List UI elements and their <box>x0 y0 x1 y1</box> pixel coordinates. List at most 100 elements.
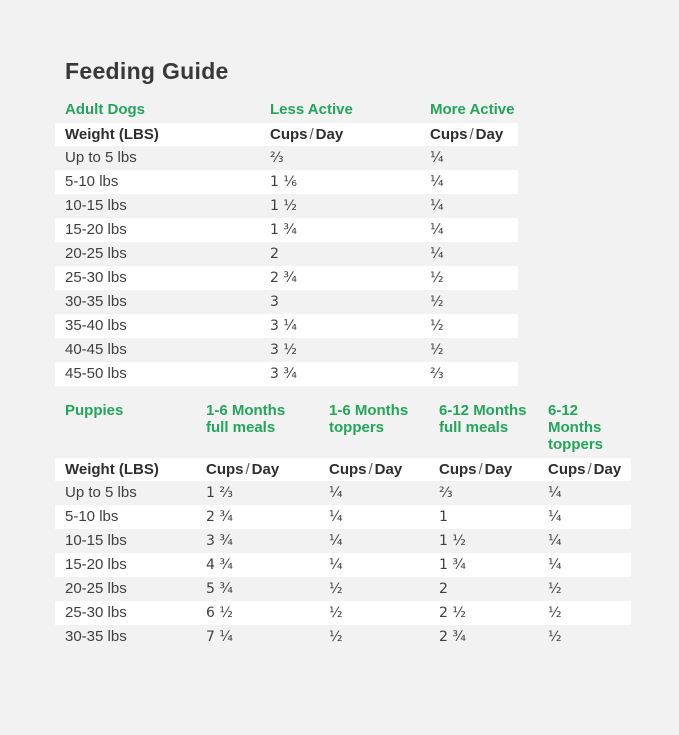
toppers-6-12-value-cell: ½ <box>548 629 562 645</box>
more-active-value-cell: ⅔ <box>430 366 444 382</box>
slash-separator: / <box>368 461 373 478</box>
col-1-6-toppers-label: 1-6 Months toppers <box>329 402 439 453</box>
table-row: 15-20 lbs 4 ¾ ¼ 1 ¾ ¼ <box>55 553 631 577</box>
table-row: 5-10 lbs 2 ¾ ¼ 1 ¼ <box>55 505 631 529</box>
more-active-value-cell: ¼ <box>430 222 444 238</box>
cups-day-header: Cups / Day <box>430 123 518 146</box>
weight-cell: 30-35 lbs <box>65 628 127 645</box>
full-meals-1-6-value-cell: 6 ½ <box>206 605 233 621</box>
adult-section-header: Adult Dogs Less Active More Active <box>55 101 518 118</box>
toppers-6-12-value-cell: ¼ <box>548 557 562 573</box>
table-row: Up to 5 lbs 1 ⅔ ¼ ⅔ ¼ <box>55 481 631 505</box>
puppies-table: Puppies 1-6 Months full meals 1-6 Months… <box>55 402 631 649</box>
table-row: 25-30 lbs 6 ½ ½ 2 ½ ½ <box>55 601 631 625</box>
adult-table-rows: Up to 5 lbs ⅔ ¼ 5-10 lbs 1 ⅙ ¼ 10-15 lbs… <box>55 146 518 386</box>
puppies-column-header-row: Weight (LBS) Cups / Day Cups / Day Cups / Day … <box>55 458 631 481</box>
weight-cell: 10-15 lbs <box>65 197 127 214</box>
cups-label: Cups <box>439 461 477 478</box>
toppers-1-6-value-cell: ¼ <box>329 509 343 525</box>
cups-label: Cups <box>206 461 244 478</box>
slash-separator: / <box>587 461 592 478</box>
puppies-label: Puppies <box>65 402 124 419</box>
weight-cell: Up to 5 lbs <box>65 484 137 501</box>
column-label-line2: full meals <box>206 419 276 436</box>
cups-day-header: Cups / Day <box>548 458 631 481</box>
day-label: Day <box>374 461 403 478</box>
full-meals-1-6-value-cell: 1 ⅔ <box>206 485 233 501</box>
column-label-line1: 6-12 Months <box>548 402 602 436</box>
toppers-1-6-value-cell: ¼ <box>329 557 343 573</box>
toppers-6-12-value-cell: ¼ <box>548 485 562 501</box>
weight-cell: 20-25 lbs <box>65 245 127 262</box>
weight-cell: 5-10 lbs <box>65 173 119 190</box>
slash-separator: / <box>245 461 250 478</box>
column-label-line2: toppers <box>329 419 385 436</box>
full-meals-6-12-value-cell: 2 ½ <box>439 605 466 621</box>
column-label-line1: 1-6 Months <box>206 402 286 419</box>
table-row: 10-15 lbs 1 ½ ¼ <box>55 194 518 218</box>
day-label: Day <box>484 461 513 478</box>
less-active-label: Less Active <box>270 101 353 118</box>
column-label-line1: 1-6 Months <box>329 402 409 419</box>
more-active-value-cell: ½ <box>430 342 444 358</box>
weight-cell: Up to 5 lbs <box>65 149 137 166</box>
toppers-1-6-value-cell: ¼ <box>329 485 343 501</box>
col-6-12-toppers-label: 6-12 Months toppers <box>548 402 631 453</box>
cups-day-header: Cups / Day <box>270 123 430 146</box>
less-active-value-cell: ⅔ <box>270 150 284 166</box>
more-active-value-cell: ¼ <box>430 198 444 214</box>
more-active-value-cell: ½ <box>430 294 444 310</box>
full-meals-6-12-value-cell: 2 <box>439 581 448 597</box>
weight-cell: 40-45 lbs <box>65 341 127 358</box>
cups-label: Cups <box>270 126 308 143</box>
less-active-value-cell: 1 ⅙ <box>270 174 297 190</box>
toppers-1-6-value-cell: ¼ <box>329 533 343 549</box>
toppers-6-12-value-cell: ½ <box>548 581 562 597</box>
weight-cell: 35-40 lbs <box>65 317 127 334</box>
toppers-1-6-value-cell: ½ <box>329 581 343 597</box>
weight-cell: 15-20 lbs <box>65 556 127 573</box>
table-row: 20-25 lbs 2 ¼ <box>55 242 518 266</box>
day-label: Day <box>475 126 504 143</box>
cups-day-header: Cups / Day <box>439 458 548 481</box>
full-meals-6-12-value-cell: 2 ¾ <box>439 629 466 645</box>
full-meals-6-12-value-cell: 1 ½ <box>439 533 466 549</box>
day-label: Day <box>251 461 280 478</box>
toppers-6-12-value-cell: ¼ <box>548 509 562 525</box>
full-meals-1-6-value-cell: 5 ¾ <box>206 581 233 597</box>
slash-separator: / <box>309 126 314 143</box>
puppies-section-header: Puppies 1-6 Months full meals 1-6 Months… <box>55 402 631 453</box>
slash-separator: / <box>469 126 474 143</box>
cups-day-header: Cups / Day <box>329 458 439 481</box>
more-active-value-cell: ¼ <box>430 246 444 262</box>
adult-column-header-row: Weight (LBS) Cups / Day Cups / Day <box>55 123 518 146</box>
table-row: 35-40 lbs 3 ¼ ½ <box>55 314 518 338</box>
table-row: 25-30 lbs 2 ¾ ½ <box>55 266 518 290</box>
weight-cell: 10-15 lbs <box>65 532 127 549</box>
toppers-1-6-value-cell: ½ <box>329 605 343 621</box>
weight-cell: 5-10 lbs <box>65 508 119 525</box>
weight-header: Weight (LBS) <box>65 461 159 478</box>
less-active-value-cell: 3 ¾ <box>270 366 297 382</box>
table-row: 40-45 lbs 3 ½ ½ <box>55 338 518 362</box>
weight-cell: 15-20 lbs <box>65 221 127 238</box>
more-active-value-cell: ½ <box>430 270 444 286</box>
toppers-6-12-value-cell: ½ <box>548 605 562 621</box>
more-active-value-cell: ¼ <box>430 150 444 166</box>
cups-label: Cups <box>548 461 586 478</box>
full-meals-1-6-value-cell: 3 ¾ <box>206 533 233 549</box>
less-active-value-cell: 3 ¼ <box>270 318 297 334</box>
weight-cell: 45-50 lbs <box>65 365 127 382</box>
full-meals-1-6-value-cell: 7 ¼ <box>206 629 233 645</box>
full-meals-1-6-value-cell: 4 ¾ <box>206 557 233 573</box>
cups-day-header: Cups / Day <box>206 458 329 481</box>
more-active-label: More Active <box>430 101 515 118</box>
weight-cell: 20-25 lbs <box>65 580 127 597</box>
cups-label: Cups <box>329 461 367 478</box>
table-row: 30-35 lbs 7 ¼ ½ 2 ¾ ½ <box>55 625 631 649</box>
puppies-table-rows: Up to 5 lbs 1 ⅔ ¼ ⅔ ¼ 5-10 lbs 2 ¾ ¼ 1 ¼… <box>55 481 631 649</box>
column-label-line2: toppers <box>548 436 604 453</box>
slash-separator: / <box>478 461 483 478</box>
less-active-value-cell: 2 <box>270 246 279 262</box>
table-row: Up to 5 lbs ⅔ ¼ <box>55 146 518 170</box>
